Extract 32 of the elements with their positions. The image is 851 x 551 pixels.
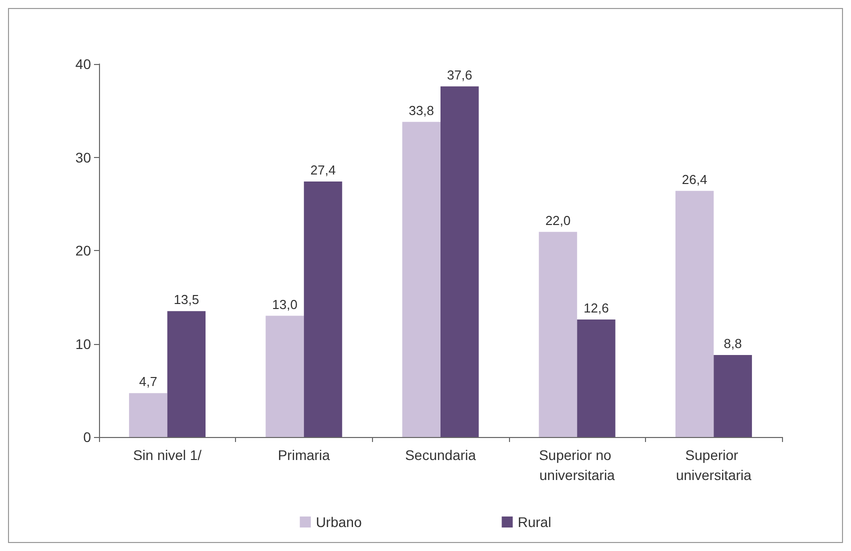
bar bbox=[266, 316, 304, 437]
y-tick-label: 30 bbox=[75, 149, 92, 166]
bar bbox=[440, 86, 479, 437]
y-tick-label: 20 bbox=[75, 242, 92, 258]
bar bbox=[167, 311, 206, 437]
data-label: 8,8 bbox=[724, 336, 742, 351]
bar bbox=[129, 393, 168, 437]
data-label: 26,4 bbox=[682, 172, 708, 187]
x-tick-label: Secundaria bbox=[405, 447, 476, 463]
x-tick-label: Primaria bbox=[278, 447, 330, 463]
data-label: 12,6 bbox=[584, 300, 609, 316]
legend-label: Rural bbox=[518, 514, 552, 530]
data-label: 33,8 bbox=[408, 102, 434, 118]
bar bbox=[304, 181, 342, 437]
y-tick-label: 10 bbox=[75, 336, 92, 352]
data-label: 37,6 bbox=[446, 67, 472, 82]
bar bbox=[538, 232, 578, 437]
x-tick-label: Superior universitaria bbox=[676, 447, 752, 483]
x-tick-label: Sin nivel 1/ bbox=[133, 447, 202, 463]
bar bbox=[402, 122, 440, 437]
data-label: 13,0 bbox=[272, 296, 298, 312]
data-label: 27,4 bbox=[310, 162, 336, 178]
y-tick-label: 0 bbox=[83, 429, 92, 445]
legend-label: Urbano bbox=[316, 514, 362, 530]
data-label: 22,0 bbox=[545, 212, 571, 228]
data-label: 13,5 bbox=[174, 292, 200, 308]
bar bbox=[714, 354, 752, 437]
bar bbox=[675, 190, 714, 437]
bar bbox=[577, 320, 616, 437]
x-tick-label: Superior no universitaria bbox=[538, 447, 616, 483]
y-tick-label: 40 bbox=[75, 56, 92, 72]
data-label: 4,7 bbox=[139, 374, 158, 390]
